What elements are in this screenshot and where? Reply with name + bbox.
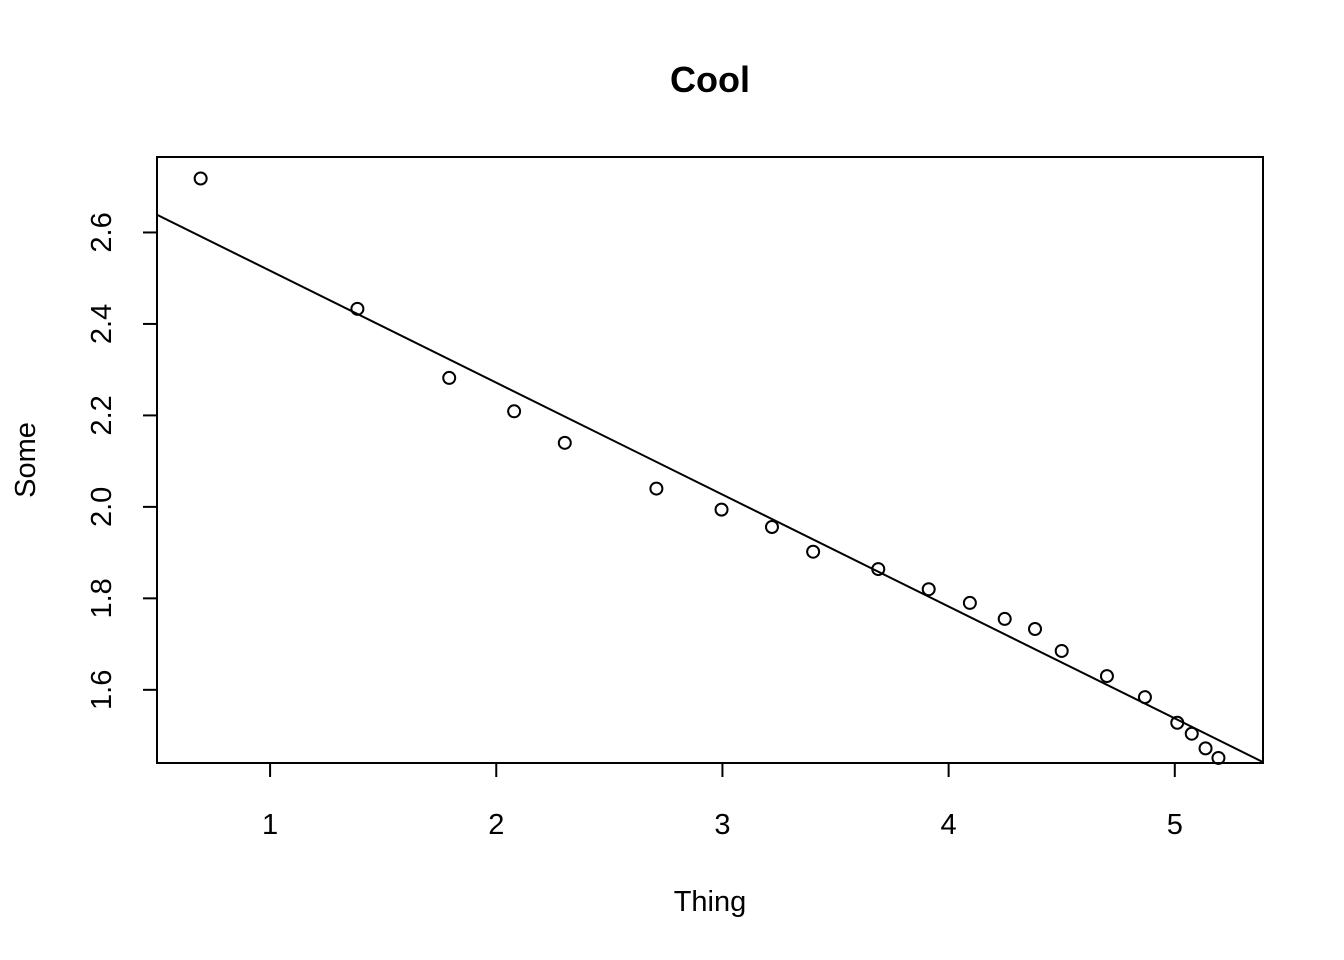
scatter-point — [1137, 690, 1152, 705]
y-tick-label: 1.6 — [86, 670, 118, 710]
scatter-point — [962, 595, 977, 610]
scatter-point — [442, 370, 457, 385]
y-tick-label: 1.8 — [86, 578, 118, 618]
y-tick-label: 2.6 — [86, 212, 118, 252]
plot-area — [157, 171, 1263, 765]
scatter-point — [1054, 643, 1069, 658]
scatter-point — [350, 301, 365, 316]
x-tick-label: 3 — [714, 809, 730, 841]
x-tick-label: 2 — [488, 809, 504, 841]
scatter-point — [806, 544, 821, 559]
scatter-point — [1099, 669, 1114, 684]
scatter-point — [1028, 621, 1043, 636]
y-tick-label: 2.2 — [86, 395, 118, 435]
scatter-point — [871, 562, 886, 577]
x-tick-label: 4 — [941, 809, 957, 841]
scatter-point — [507, 404, 522, 419]
y-axis-label: Some — [10, 422, 42, 498]
x-axis: 1 2 3 4 5 — [262, 762, 1183, 841]
y-tick-label: 2.0 — [86, 487, 118, 527]
scatter-point — [1170, 715, 1185, 730]
scatter-point — [921, 582, 936, 597]
scatter-point — [714, 502, 729, 517]
x-axis-label: Thing — [674, 886, 747, 918]
scatter-point — [764, 520, 779, 535]
scatter-point — [997, 611, 1012, 626]
scatter-point — [649, 481, 664, 496]
scatter-point — [1198, 741, 1213, 756]
chart-title: Cool — [670, 59, 750, 100]
y-tick-label: 2.4 — [86, 304, 118, 344]
y-axis: 1.6 1.8 2.0 2.2 2.4 2.6 — [86, 212, 158, 710]
scatter-point — [193, 171, 208, 186]
regression-line — [157, 213, 1263, 763]
scatter-point — [1184, 726, 1199, 741]
scatter-point — [557, 435, 572, 450]
x-tick-label: 5 — [1167, 809, 1183, 841]
x-tick-label: 1 — [262, 809, 278, 841]
